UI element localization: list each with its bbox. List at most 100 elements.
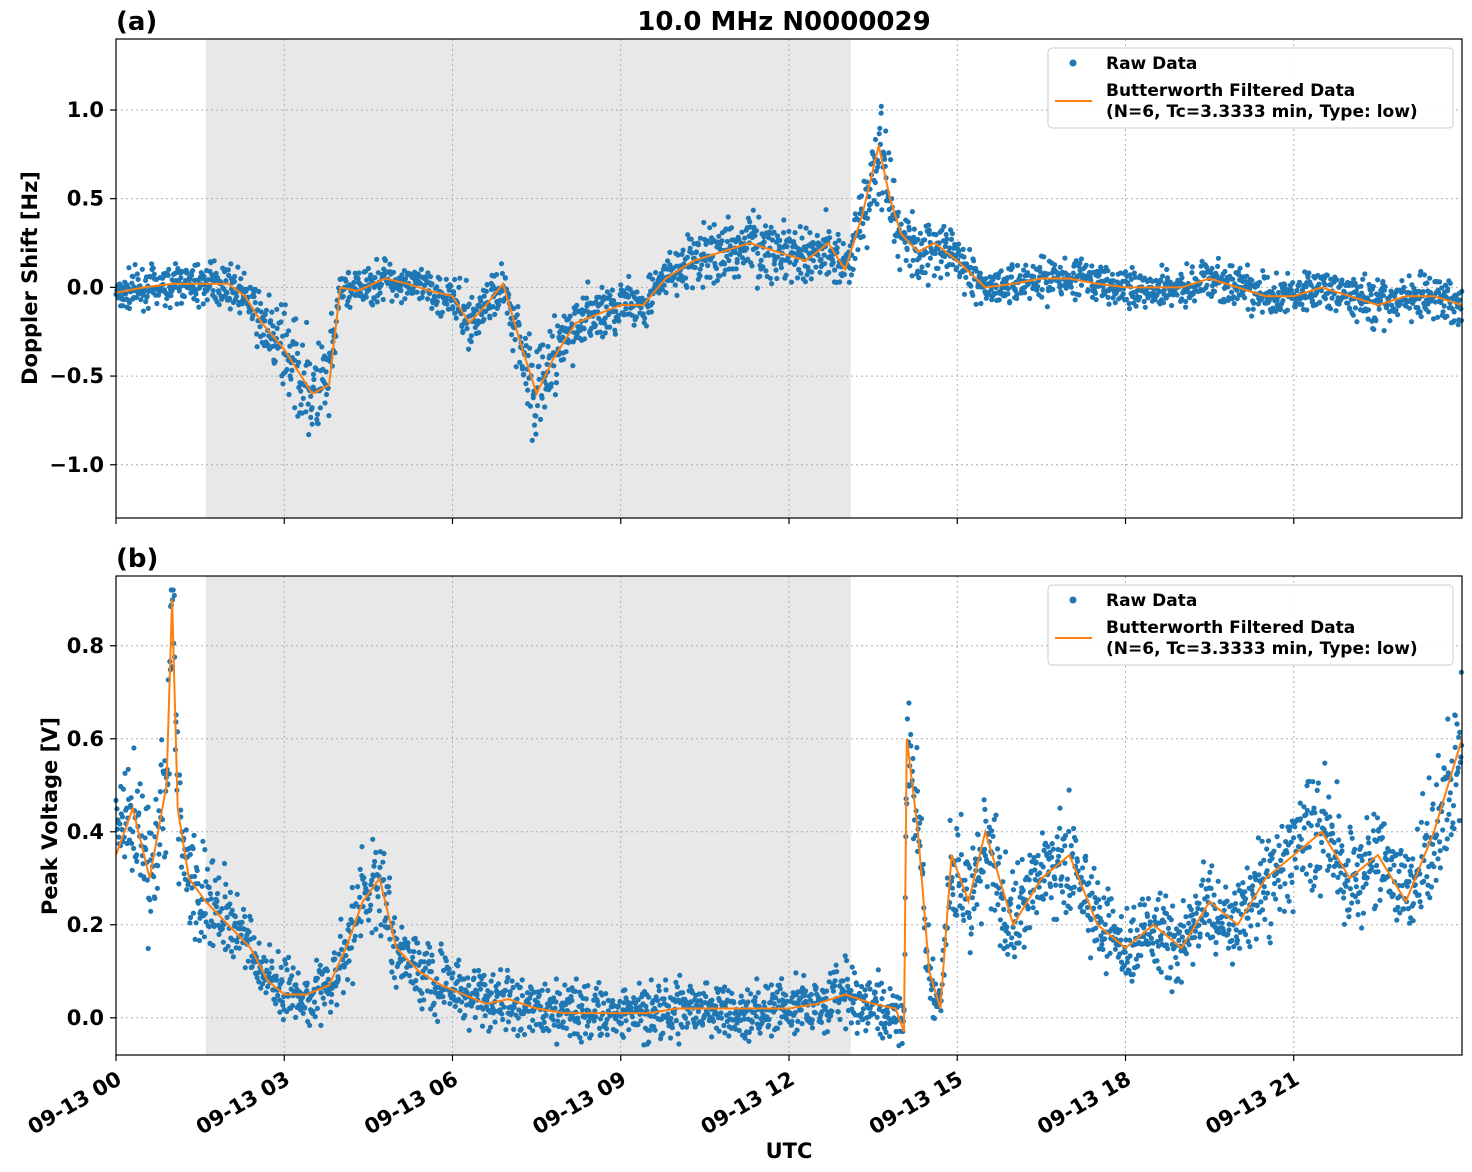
raw-point [1169,989,1175,995]
raw-point [926,227,933,233]
raw-point [1163,893,1169,899]
raw-point [687,1010,693,1016]
raw-point [466,982,472,989]
raw-point [757,1030,763,1036]
raw-point [949,885,956,891]
raw-point [700,1022,706,1028]
raw-point [679,273,685,279]
raw-point [1054,916,1060,923]
raw-point [453,315,459,321]
raw-point [697,266,703,272]
raw-point [1207,869,1213,875]
raw-point [1305,274,1311,280]
raw-point [1399,278,1405,284]
raw-point [512,337,518,343]
raw-point [466,1027,472,1033]
raw-scatter-a [113,103,1465,443]
raw-point [1071,825,1077,832]
raw-point [1352,305,1358,311]
raw-point [1021,944,1027,950]
raw-point [1424,280,1430,286]
raw-point [158,762,164,768]
raw-point [464,325,470,332]
raw-point [783,272,789,278]
raw-point [231,278,237,285]
raw-point [1048,895,1054,901]
raw-point [760,264,766,270]
raw-point [969,925,975,931]
raw-point [189,288,195,294]
raw-point [834,969,840,975]
raw-point [593,299,599,305]
raw-point [399,272,405,278]
raw-point [1159,262,1165,268]
raw-point [711,222,717,228]
raw-point [763,268,769,274]
raw-point [1083,262,1089,268]
raw-point [519,993,526,999]
raw-point [860,233,866,240]
raw-point [1324,272,1330,278]
raw-point [599,284,605,290]
raw-point [548,381,555,387]
raw-point [1440,309,1446,315]
raw-point [492,1019,498,1025]
raw-point [643,323,650,329]
raw-point [521,371,527,377]
raw-point [1242,931,1249,938]
raw-point [877,125,883,131]
raw-point [700,284,706,290]
raw-point [744,987,751,993]
raw-point [450,970,456,976]
raw-point [1196,900,1202,906]
raw-point [135,276,141,282]
raw-point [1259,907,1266,913]
raw-point [909,273,915,279]
raw-point [203,879,209,885]
raw-point [240,906,247,913]
raw-point [1301,825,1307,831]
raw-point [766,252,772,258]
raw-point [418,266,424,272]
raw-point [1215,255,1221,261]
raw-point [604,1032,610,1038]
raw-point [1275,877,1281,883]
raw-point [327,1009,334,1015]
raw-point [748,991,754,997]
raw-point [129,280,135,286]
raw-point [835,231,841,237]
raw-point [1279,823,1285,829]
raw-point [762,223,769,229]
raw-point [1225,945,1232,951]
raw-point [883,1029,889,1035]
raw-point [718,1010,724,1016]
raw-point [1011,945,1017,951]
raw-point [755,990,761,996]
raw-point [1112,946,1118,952]
raw-point [935,265,941,271]
raw-point [536,376,542,382]
raw-point [214,891,221,897]
raw-point [930,956,936,962]
raw-point [254,344,260,350]
raw-point [1189,270,1195,276]
raw-point [280,1002,286,1008]
raw-point [269,958,275,964]
raw-point [1057,264,1063,270]
y-tick-label: −1.0 [49,453,104,477]
raw-point [140,308,147,314]
raw-point [904,716,911,722]
raw-point [879,207,885,213]
raw-point [732,274,738,280]
raw-point [1197,931,1203,937]
raw-point [387,936,393,942]
raw-point [753,1013,759,1020]
raw-point [314,975,320,981]
raw-point [1191,917,1197,924]
raw-point [1251,300,1257,306]
raw-point [865,1020,871,1026]
raw-point [1360,276,1366,282]
raw-point [623,306,629,312]
raw-point [304,988,310,994]
raw-point [971,258,977,264]
